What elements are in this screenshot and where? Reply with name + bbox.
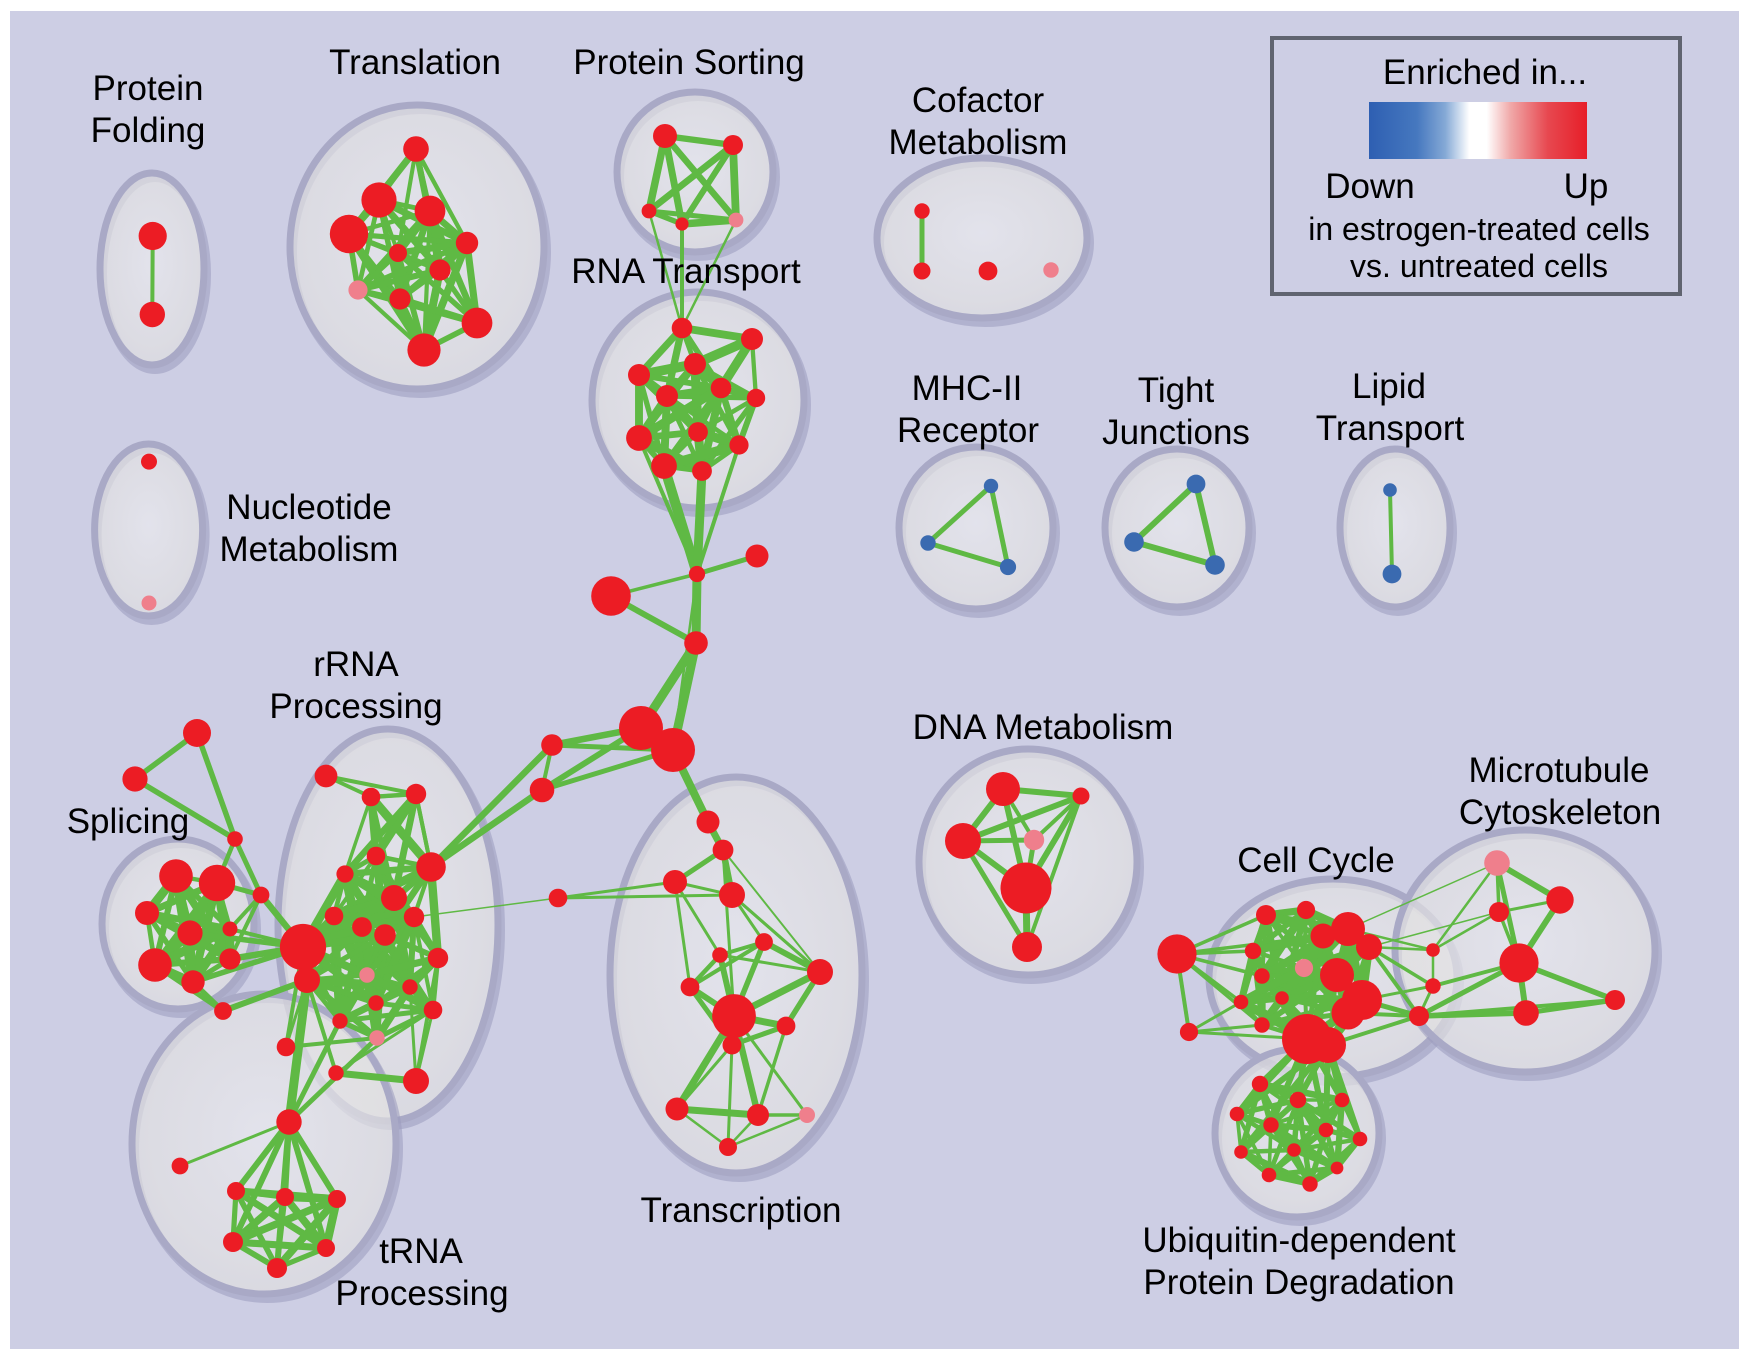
svg-text:Splicing: Splicing: [67, 802, 190, 841]
svg-text:vs. untreated cells: vs. untreated cells: [1350, 248, 1608, 284]
svg-text:Metabolism: Metabolism: [889, 123, 1068, 162]
svg-text:Up: Up: [1564, 167, 1609, 206]
svg-text:Protein Degradation: Protein Degradation: [1143, 1263, 1454, 1302]
svg-text:Transcription: Transcription: [641, 1191, 842, 1230]
svg-text:RNA Transport: RNA Transport: [571, 252, 801, 291]
svg-text:Down: Down: [1325, 167, 1414, 206]
svg-text:Metabolism: Metabolism: [220, 530, 399, 569]
svg-text:Transport: Transport: [1316, 409, 1465, 448]
svg-text:Cell Cycle: Cell Cycle: [1237, 841, 1395, 880]
svg-text:Junctions: Junctions: [1102, 413, 1250, 452]
svg-text:Processing: Processing: [269, 687, 442, 726]
svg-text:DNA Metabolism: DNA Metabolism: [913, 708, 1174, 747]
svg-text:Protein: Protein: [93, 69, 204, 108]
svg-text:Processing: Processing: [335, 1274, 508, 1313]
svg-text:Cytoskeleton: Cytoskeleton: [1459, 793, 1661, 832]
svg-text:Microtubule: Microtubule: [1469, 751, 1650, 790]
svg-text:Protein Sorting: Protein Sorting: [573, 43, 805, 82]
svg-text:Cofactor: Cofactor: [912, 81, 1045, 120]
svg-text:Tight: Tight: [1138, 371, 1215, 410]
svg-text:Receptor: Receptor: [897, 411, 1039, 450]
svg-text:Lipid: Lipid: [1352, 367, 1426, 406]
svg-text:Nucleotide: Nucleotide: [226, 488, 391, 527]
svg-text:in estrogen-treated cells: in estrogen-treated cells: [1308, 211, 1650, 247]
svg-text:Translation: Translation: [329, 43, 501, 82]
svg-text:Ubiquitin-dependent: Ubiquitin-dependent: [1142, 1221, 1456, 1260]
svg-text:tRNA: tRNA: [379, 1232, 463, 1271]
svg-text:Enriched in...: Enriched in...: [1383, 53, 1587, 92]
svg-text:Folding: Folding: [91, 111, 206, 150]
svg-text:rRNA: rRNA: [313, 645, 399, 684]
svg-text:MHC-II: MHC-II: [912, 369, 1023, 408]
